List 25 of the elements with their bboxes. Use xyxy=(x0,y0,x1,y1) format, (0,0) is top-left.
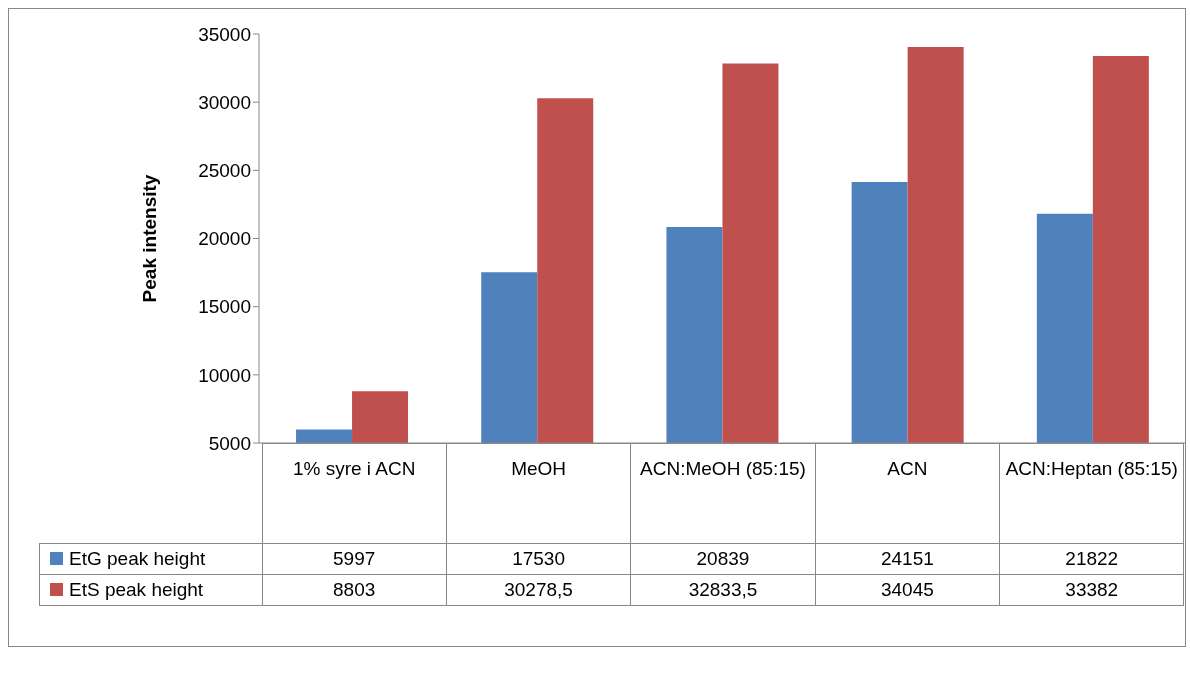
x-tick-label: ACN:Heptan (85:15) xyxy=(1005,458,1178,479)
y-tick-label: 20000 xyxy=(198,228,251,250)
data-label: 30278,5 xyxy=(446,574,631,606)
y-tick-label: 10000 xyxy=(198,364,251,386)
legend-label: EtS peak height xyxy=(39,574,262,606)
x-tick-label: ACN:MeOH (85:15) xyxy=(640,458,806,479)
y-tick-label: 25000 xyxy=(198,160,251,182)
y-tick-label: 30000 xyxy=(198,91,251,113)
x-tick-label: ACN xyxy=(887,458,928,479)
y-tick-label: 35000 xyxy=(198,23,251,45)
data-label: 32833,5 xyxy=(630,574,816,606)
y-tick-label: 5000 xyxy=(208,432,251,454)
x-tick-label: MeOH xyxy=(511,458,567,479)
y-tick-label: 15000 xyxy=(198,296,251,318)
data-label: 5997 xyxy=(262,543,447,575)
data-label: 21822 xyxy=(999,543,1184,575)
legend-label: EtG peak height xyxy=(39,543,262,575)
y-axis-title: Peak intensity xyxy=(138,174,160,303)
data-label: 33382 xyxy=(999,574,1184,606)
data-label: 8803 xyxy=(262,574,447,606)
data-label: 24151 xyxy=(815,543,1000,575)
data-label: 17530 xyxy=(446,543,631,575)
x-tick-label: 1% syre i ACN xyxy=(292,458,416,479)
data-label: 34045 xyxy=(815,574,1000,606)
data-label: 20839 xyxy=(630,543,816,575)
